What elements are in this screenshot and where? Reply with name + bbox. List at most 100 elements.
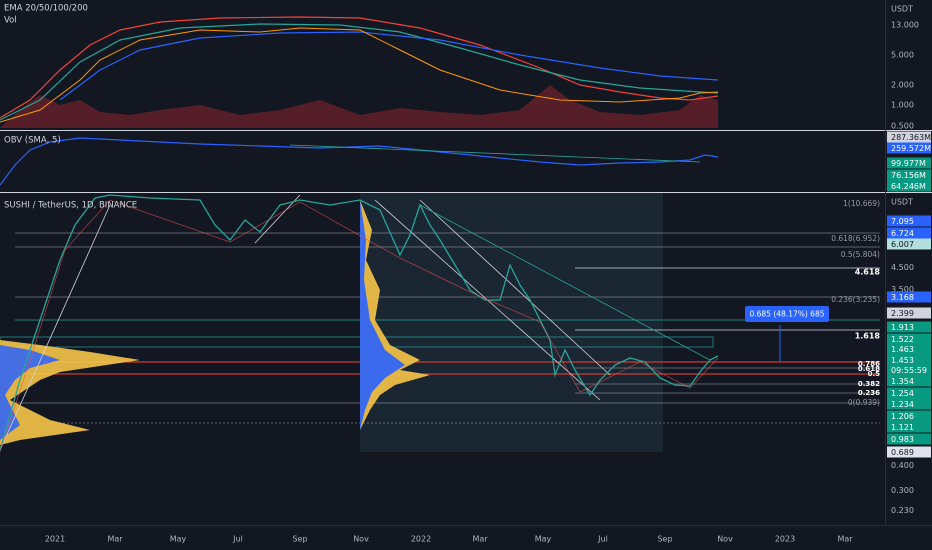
axis-label: 2.000	[891, 81, 914, 90]
fib-label: 1(10.669)	[843, 199, 880, 208]
price-tag-text: 1.453	[891, 356, 914, 365]
price-tag-text: 1.254	[891, 389, 914, 398]
price-tag	[887, 291, 931, 303]
price-tag-text: 1.121	[891, 423, 914, 432]
fib-label: 0.5	[868, 370, 881, 378]
fib-lines	[0, 232, 880, 424]
time-label: May	[170, 535, 187, 544]
price-tag-text: 1.522	[891, 335, 914, 344]
time-label: May	[535, 535, 552, 544]
price-tag-text: 3.500	[891, 285, 914, 294]
axis-unit: USDT	[891, 198, 913, 207]
time-label: Nov	[353, 535, 369, 544]
price-tag	[887, 321, 931, 333]
price-tag	[887, 180, 931, 192]
range-box	[360, 193, 663, 452]
price-tag-text: 1.354	[891, 377, 914, 386]
price-tag-text: 2.399	[891, 309, 914, 318]
fib-label: 0.236	[858, 389, 880, 397]
fib-label: 4.618	[855, 268, 881, 277]
time-label: Jul	[232, 535, 243, 544]
price-tag	[887, 169, 931, 181]
price-tag	[887, 433, 931, 445]
price-tag	[887, 421, 931, 433]
legend: OBV (SMA, 5)	[4, 136, 61, 146]
time-label: 2022	[411, 535, 431, 544]
fib-label: 0.786	[858, 360, 880, 368]
legend: EMA 20/50/100/200	[4, 4, 88, 14]
fib-label: 0.382	[858, 380, 880, 388]
price-line	[0, 194, 719, 451]
ema-line	[0, 23, 719, 121]
fib-label: 0.618(6.952)	[831, 234, 880, 243]
price-tag	[887, 387, 931, 399]
time-label: Sep	[657, 535, 672, 544]
price-tag	[887, 364, 931, 376]
ema-line	[0, 27, 719, 123]
price-tag-text: 0.400	[891, 461, 914, 470]
price-tag-text: 0.983	[891, 435, 914, 444]
price-line	[0, 199, 719, 453]
volume-profile	[360, 200, 405, 430]
price-tag-text: 259.572M	[891, 144, 931, 153]
trend-lines	[0, 194, 711, 451]
annotation-box	[745, 306, 829, 322]
price-tag	[887, 343, 931, 355]
price-tag	[887, 142, 931, 154]
price-tag	[887, 354, 931, 366]
price-tag	[887, 157, 931, 169]
trend-line	[289, 144, 701, 163]
ema-line	[59, 31, 719, 101]
annotation-text: 0.685 (48.17%) 685	[749, 310, 824, 319]
time-label: Jul	[597, 535, 608, 544]
axis-label: 1.000	[891, 101, 914, 110]
price-tag	[887, 131, 931, 143]
axis-unit: USDT	[891, 5, 913, 14]
zone-box	[0, 336, 714, 348]
price-tag	[887, 333, 931, 345]
ema-line	[0, 16, 719, 119]
fib-label: 0(0.939)	[848, 398, 880, 407]
price-tag-text: 0.230	[891, 506, 914, 515]
legend: Vol	[4, 16, 17, 26]
price-tag-text: 1.234	[891, 400, 914, 409]
obv-line	[0, 137, 719, 186]
price-tag	[887, 375, 931, 387]
price-tag-text: 1.913	[891, 323, 914, 332]
price-tag-text: 09:55:59	[891, 366, 927, 375]
time-label: Mar	[107, 535, 123, 544]
price-tag	[887, 410, 931, 422]
axis-label: 0.500	[891, 122, 914, 131]
price-tag-text: 76.156M	[891, 171, 926, 180]
chart-title: SUSHI / TetherUS, 1D, BINANCE	[4, 201, 137, 211]
price-tag	[887, 215, 931, 227]
time-label: Mar	[472, 535, 488, 544]
price-tag	[887, 398, 931, 410]
price-tag-text: 6.724	[891, 229, 914, 238]
fib-label: 0.236(3.235)	[831, 295, 880, 304]
price-tag	[887, 238, 931, 250]
axis-label: 13.000	[891, 21, 919, 30]
time-label: Nov	[717, 535, 733, 544]
price-tag	[887, 307, 931, 319]
fib-label: 0.618	[858, 365, 880, 373]
fib-label: 1.618	[855, 332, 881, 341]
price-tag-text: 99.977M	[891, 159, 926, 168]
price-tag-text: 6.007	[891, 240, 914, 249]
price-tag-text: 4.500	[891, 263, 914, 272]
price-tag-text: 7.095	[891, 217, 914, 226]
price-tag	[887, 446, 931, 458]
price-tag-text: 3.168	[891, 293, 914, 302]
time-label: Sep	[292, 535, 307, 544]
price-tag-text: 64.246M	[891, 182, 926, 191]
price-tag-text: 1.463	[891, 345, 914, 354]
time-label: 2021	[45, 535, 65, 544]
axis-label: 5.000	[891, 51, 914, 60]
volume-bars	[0, 85, 718, 128]
price-tag-text: 287.363M	[891, 133, 931, 142]
time-label: Mar	[837, 535, 853, 544]
price-tag	[887, 227, 931, 239]
price-tag-text: 1.206	[891, 412, 914, 421]
price-tag-text: 0.689	[891, 448, 914, 457]
